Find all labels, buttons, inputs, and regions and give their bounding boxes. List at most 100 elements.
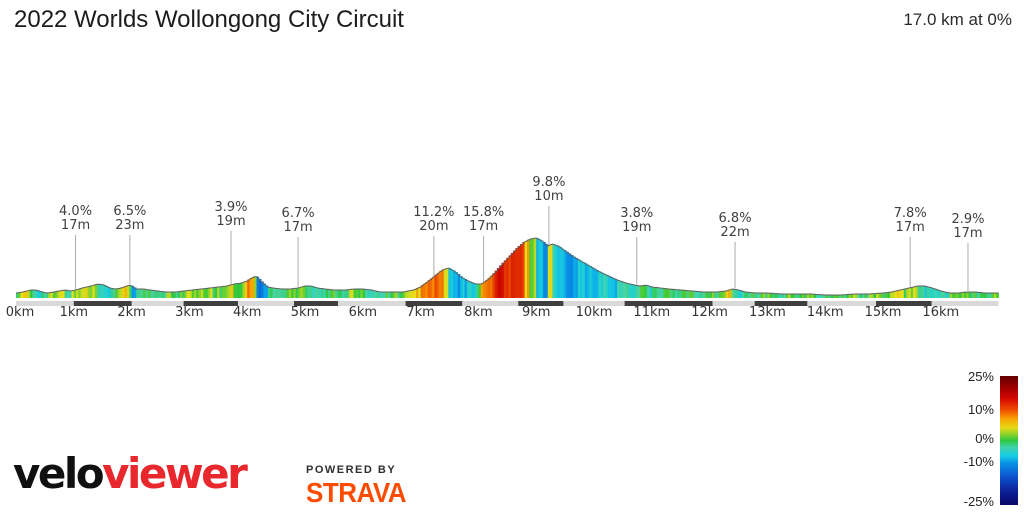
profile-strip bbox=[108, 287, 112, 298]
profile-strip bbox=[765, 293, 768, 298]
profile-strip bbox=[122, 286, 126, 298]
profile-strip bbox=[473, 283, 477, 298]
profile-strip bbox=[136, 289, 139, 298]
profile-strip bbox=[194, 289, 197, 298]
profile-strip bbox=[351, 289, 354, 298]
profile-strip bbox=[730, 289, 734, 298]
annotation-height: 17m bbox=[895, 220, 925, 235]
profile-strip bbox=[332, 289, 336, 298]
profile-strip bbox=[231, 284, 234, 298]
profile-strip bbox=[670, 289, 673, 298]
profile-strip bbox=[249, 278, 253, 298]
profile-strip bbox=[305, 286, 308, 298]
profile-strip bbox=[610, 276, 613, 298]
profile-strip bbox=[704, 292, 708, 298]
profile-strip bbox=[372, 290, 375, 298]
veloviewer-logo[interactable]: veloviewer bbox=[13, 448, 248, 500]
profile-strip bbox=[885, 292, 888, 298]
profile-strip bbox=[469, 281, 472, 298]
profile-strip bbox=[346, 289, 350, 298]
profile-strip bbox=[661, 288, 664, 298]
profile-strip bbox=[452, 270, 456, 298]
profile-strip bbox=[584, 263, 588, 298]
profile-strip bbox=[126, 285, 130, 298]
profile-strip bbox=[499, 265, 502, 298]
profile-strip bbox=[348, 289, 352, 298]
profile-strip bbox=[443, 268, 447, 298]
profile-strip bbox=[522, 242, 525, 298]
profile-strip bbox=[915, 286, 919, 298]
profile-strip bbox=[603, 273, 606, 298]
strava-attribution[interactable]: POWERED BY STRAVA bbox=[306, 464, 407, 509]
profile-strip bbox=[409, 290, 412, 298]
profile-strip bbox=[321, 288, 324, 298]
profile-strip bbox=[515, 248, 519, 298]
profile-strip bbox=[152, 290, 156, 298]
x-axis-tick-label: 12km bbox=[691, 305, 728, 320]
profile-strip bbox=[147, 289, 151, 298]
profile-strip bbox=[200, 288, 204, 298]
profile-strip bbox=[818, 294, 821, 298]
profile-strip bbox=[381, 292, 384, 298]
profile-strip bbox=[637, 285, 641, 298]
profile-strip bbox=[464, 279, 468, 298]
profile-strip bbox=[526, 239, 530, 298]
profile-strip bbox=[906, 288, 909, 298]
profile-strip bbox=[864, 294, 868, 298]
profile-strip bbox=[330, 289, 334, 298]
profile-strip bbox=[524, 240, 528, 298]
profile-strip bbox=[450, 269, 454, 298]
profile-strip bbox=[781, 293, 784, 298]
profile-strip bbox=[630, 284, 634, 298]
profile-strip bbox=[802, 294, 805, 298]
profile-strip bbox=[494, 270, 498, 298]
annotation-height: 22m bbox=[720, 225, 750, 240]
profile-strip bbox=[841, 294, 845, 298]
annotation-grade: 7.8% bbox=[893, 206, 927, 221]
profile-strip bbox=[647, 285, 650, 298]
profile-strip bbox=[769, 293, 773, 298]
profile-strip bbox=[894, 290, 898, 298]
annotation-grade: 6.5% bbox=[113, 204, 147, 219]
profile-strip bbox=[700, 291, 704, 298]
profile-strip bbox=[674, 289, 678, 298]
profile-strip bbox=[788, 294, 791, 298]
profile-strip bbox=[205, 288, 209, 298]
profile-strip bbox=[917, 286, 921, 298]
profile-strip bbox=[531, 238, 535, 298]
profile-strip bbox=[459, 276, 463, 298]
profile-strip bbox=[420, 285, 424, 298]
legend-tick-label: 0% bbox=[975, 430, 994, 446]
profile-strip bbox=[550, 244, 553, 298]
profile-strip bbox=[46, 292, 49, 298]
profile-strip bbox=[429, 278, 433, 298]
profile-strip bbox=[353, 289, 357, 298]
profile-strip bbox=[325, 289, 329, 298]
profile-strip bbox=[883, 292, 886, 298]
profile-strip bbox=[367, 289, 371, 298]
profile-strip bbox=[210, 287, 213, 298]
profile-strip bbox=[300, 286, 304, 298]
profile-strip bbox=[22, 291, 26, 298]
profile-strip bbox=[145, 289, 149, 298]
profile-strip bbox=[365, 289, 368, 298]
profile-strip bbox=[716, 291, 720, 298]
profile-strip bbox=[78, 288, 82, 298]
profile-strip bbox=[973, 292, 976, 298]
profile-strip bbox=[552, 244, 556, 298]
profile-strip bbox=[852, 294, 856, 298]
distance-baseline-bar bbox=[16, 301, 999, 306]
x-axis-tick-label: 4km bbox=[232, 305, 262, 320]
profile-strip bbox=[129, 285, 132, 298]
annotation-height: 19m bbox=[622, 220, 652, 235]
profile-strip bbox=[899, 289, 902, 298]
profile-strip bbox=[563, 250, 567, 298]
profile-strip bbox=[157, 290, 160, 298]
profile-strip bbox=[982, 292, 986, 298]
profile-strip bbox=[783, 294, 787, 298]
annotation-grade: 3.9% bbox=[214, 200, 248, 215]
profile-strip bbox=[344, 289, 347, 298]
profile-strip bbox=[809, 294, 812, 298]
climb-annotation: 11.2% 20m bbox=[389, 206, 479, 234]
